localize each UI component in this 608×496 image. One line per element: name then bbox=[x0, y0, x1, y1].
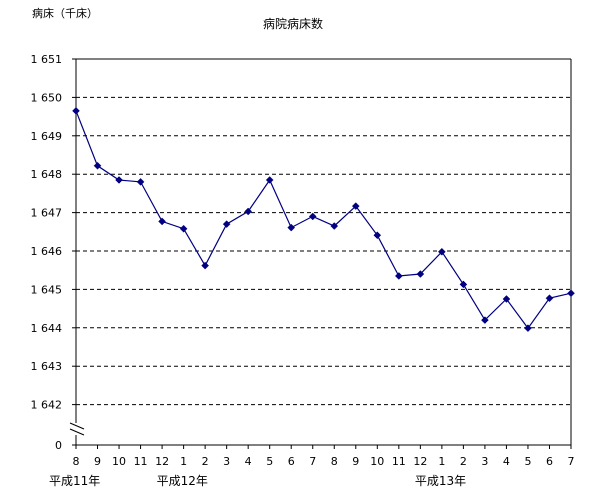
x-tick-label: 2 bbox=[460, 455, 467, 468]
y-tick-label: 1 642 bbox=[31, 399, 63, 412]
y-tick-label: 1 650 bbox=[31, 91, 63, 104]
data-point bbox=[351, 202, 360, 210]
series-line bbox=[75, 110, 572, 330]
data-point bbox=[222, 220, 231, 228]
x-tick-label: 8 bbox=[73, 455, 80, 468]
y-axis-label: 病床（千床） bbox=[32, 6, 98, 20]
data-point bbox=[416, 270, 425, 278]
x-tick-label: 11 bbox=[134, 455, 148, 468]
data-point bbox=[93, 161, 102, 170]
x-tick-label: 5 bbox=[524, 455, 531, 468]
y-tick-label: 1 649 bbox=[31, 130, 63, 143]
y-tick-label: 1 645 bbox=[31, 283, 63, 296]
data-point bbox=[567, 289, 575, 298]
x-tick-label: 4 bbox=[503, 455, 510, 468]
data-point bbox=[545, 294, 554, 303]
chart-title: 病院病床数 bbox=[263, 16, 323, 31]
y-tick-label: 1 648 bbox=[31, 168, 63, 181]
plot-frame bbox=[69, 58, 572, 446]
x-tick-label: 10 bbox=[370, 455, 384, 468]
data-point bbox=[72, 106, 80, 115]
year-label: 平成11年 bbox=[49, 474, 100, 488]
y-tick-label: 1 643 bbox=[31, 360, 63, 373]
x-tick-label: 7 bbox=[309, 455, 316, 468]
data-point bbox=[265, 176, 274, 184]
y-tick-label: 1 644 bbox=[31, 322, 63, 335]
y-tick-label: 1 646 bbox=[31, 245, 63, 258]
x-tick-label: 12 bbox=[155, 455, 169, 468]
data-point bbox=[158, 217, 166, 226]
data-point bbox=[330, 222, 339, 230]
x-tick-label: 2 bbox=[202, 455, 209, 468]
x-tick-label: 3 bbox=[223, 455, 230, 468]
year-label: 平成13年 bbox=[415, 474, 466, 488]
axis-break-mark bbox=[69, 422, 85, 430]
data-point bbox=[308, 212, 317, 221]
x-tick-label: 1 bbox=[180, 455, 187, 468]
y-axis-ticks: 1 651 1 650 1 649 1 648 1 647 1 646 1 645 1 644… bbox=[31, 53, 76, 452]
x-tick-label: 7 bbox=[568, 455, 575, 468]
year-label: 平成12年 bbox=[157, 474, 208, 488]
x-tick-label: 8 bbox=[331, 455, 338, 468]
x-tick-label: 3 bbox=[481, 455, 488, 468]
data-point bbox=[287, 223, 296, 232]
year-labels: 平成11年 平成12年 平成13年 bbox=[49, 474, 466, 488]
y-tick-label: 1 651 bbox=[31, 53, 63, 66]
x-tick-label: 5 bbox=[266, 455, 273, 468]
gridlines bbox=[76, 96, 571, 406]
x-tick-label: 1 bbox=[438, 455, 445, 468]
data-point bbox=[115, 176, 123, 184]
data-point bbox=[459, 280, 468, 289]
data-point bbox=[179, 224, 188, 233]
data-point bbox=[394, 272, 403, 280]
x-tick-label: 4 bbox=[245, 455, 252, 468]
data-point bbox=[373, 231, 382, 240]
data-point bbox=[201, 261, 209, 270]
data-point bbox=[244, 207, 253, 216]
data-point bbox=[481, 316, 489, 324]
y-tick-label: 1 647 bbox=[31, 207, 63, 220]
x-axis-ticks: 8 9 10 11 12 1 2 3 4 5 6 7 8 9 10 11 12 1 2 3 4 5 6 7 bbox=[73, 445, 575, 468]
x-tick-label: 11 bbox=[392, 455, 406, 468]
data-point bbox=[524, 324, 532, 333]
data-point bbox=[136, 178, 145, 186]
data-point bbox=[438, 247, 446, 256]
x-tick-label: 6 bbox=[546, 455, 553, 468]
x-tick-label: 6 bbox=[288, 455, 295, 468]
y-tick-label-zero: 0 bbox=[55, 439, 62, 452]
data-series bbox=[72, 106, 575, 333]
x-tick-label: 10 bbox=[112, 455, 126, 468]
x-tick-label: 12 bbox=[413, 455, 427, 468]
axis-break-mark bbox=[69, 428, 85, 436]
x-tick-label: 9 bbox=[94, 455, 101, 468]
x-tick-label: 9 bbox=[352, 455, 359, 468]
data-point bbox=[502, 295, 511, 303]
